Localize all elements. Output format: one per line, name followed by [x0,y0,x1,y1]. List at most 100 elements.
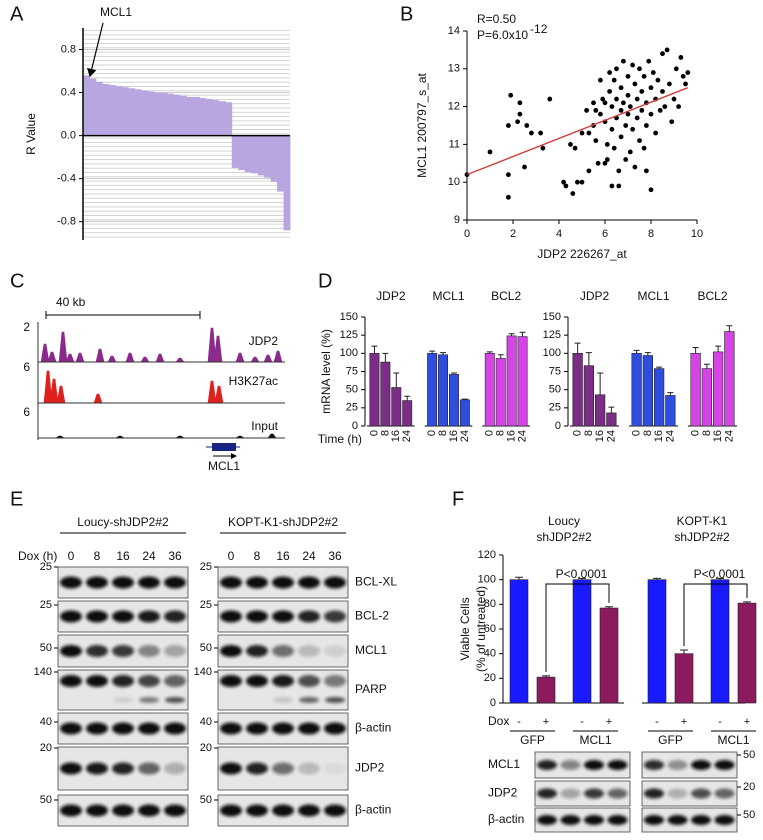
band [298,610,320,623]
band [324,722,346,735]
x-tick-label: - [517,716,521,728]
band [164,804,186,817]
band [325,697,345,703]
band [138,762,160,775]
annotation-arrow [87,22,104,78]
band [60,645,82,657]
band [324,804,346,817]
x-tick-label: + [681,716,687,728]
row-label: MCL1 [355,643,387,657]
point [593,107,599,113]
significance-bracket [683,583,748,646]
band [272,762,294,775]
fit-line [466,87,689,176]
construct-label: MCL1 [717,733,749,747]
error-bar [597,372,604,395]
band [112,762,134,775]
point [634,115,640,121]
y-tick-label: 75 [549,365,561,377]
band [298,722,320,735]
y-tick-label: 120 [478,549,496,561]
point [572,145,578,151]
x-axis-label: Time (h) [318,432,362,446]
bar [251,135,259,174]
error-bar [393,372,400,388]
y-tick-label: 60 [484,623,496,635]
band [112,576,134,589]
marker-label: 40 [200,716,212,728]
lane-label: 24 [302,549,316,563]
band [273,697,293,703]
x-tick-label: 2 [510,228,516,240]
bar [509,579,529,704]
y-axis-label: R Value [24,113,38,155]
series-name: MCL1 [637,289,669,303]
band [112,645,134,657]
lane-label: 16 [116,549,130,563]
band [220,576,242,589]
bar [264,135,271,178]
track-scale: 6 [23,360,30,374]
x-tick-label: 24 [605,430,617,442]
bar [180,95,187,136]
series-name: JDP2 [580,289,610,303]
marker-label: 25 [200,599,212,611]
x-tick-label: 24 [664,430,676,442]
x-axis-label: JDP2 226267_at [537,247,627,261]
point [529,130,534,136]
error-bar [743,601,751,604]
band [138,804,160,817]
point [604,157,610,162]
y-tick-label: 25 [346,402,358,414]
y-tick-label: 150 [543,311,561,323]
point [598,77,603,83]
point [671,96,677,102]
marker-label: 140 [194,666,212,678]
point [600,96,606,102]
point [506,194,511,200]
annotation: MCL1 [100,5,132,19]
series-name: BCL2 [491,289,521,303]
bar [495,358,506,427]
band [60,804,82,817]
bar [160,92,168,136]
point [683,81,688,87]
bar [283,135,291,231]
point [591,100,596,106]
bar [606,412,617,427]
error-bar [667,392,674,396]
band [220,675,242,687]
bar [141,90,149,136]
point [614,66,619,72]
error-bar [450,372,457,375]
point [595,160,601,166]
point [623,123,629,128]
bar [212,100,220,136]
error-bar [703,363,710,369]
x-tick-label: 8 [495,430,507,436]
point [575,179,580,185]
y-tick-label: 13 [448,63,460,75]
bar [599,607,619,704]
point [609,104,615,109]
error-bar [404,395,411,401]
point [627,149,633,155]
y-tick-label: 0.0 [61,130,76,142]
annotation: P=6.0x10 [477,28,528,42]
error-bar [440,352,447,355]
point [685,70,691,75]
x-tick-label: 8 [583,430,595,436]
error-bar [371,345,378,354]
y-tick-label: 100 [478,574,496,586]
y-tick-label: 40 [484,648,496,660]
x-tick-label: + [606,716,612,728]
y-tick-label: 75 [346,365,358,377]
point [568,142,573,147]
bar [89,78,97,136]
x-tick-label: 4 [556,228,562,240]
point [618,107,624,113]
bar [737,602,757,704]
band [298,576,320,589]
band [220,645,242,657]
error-bar [726,325,733,332]
